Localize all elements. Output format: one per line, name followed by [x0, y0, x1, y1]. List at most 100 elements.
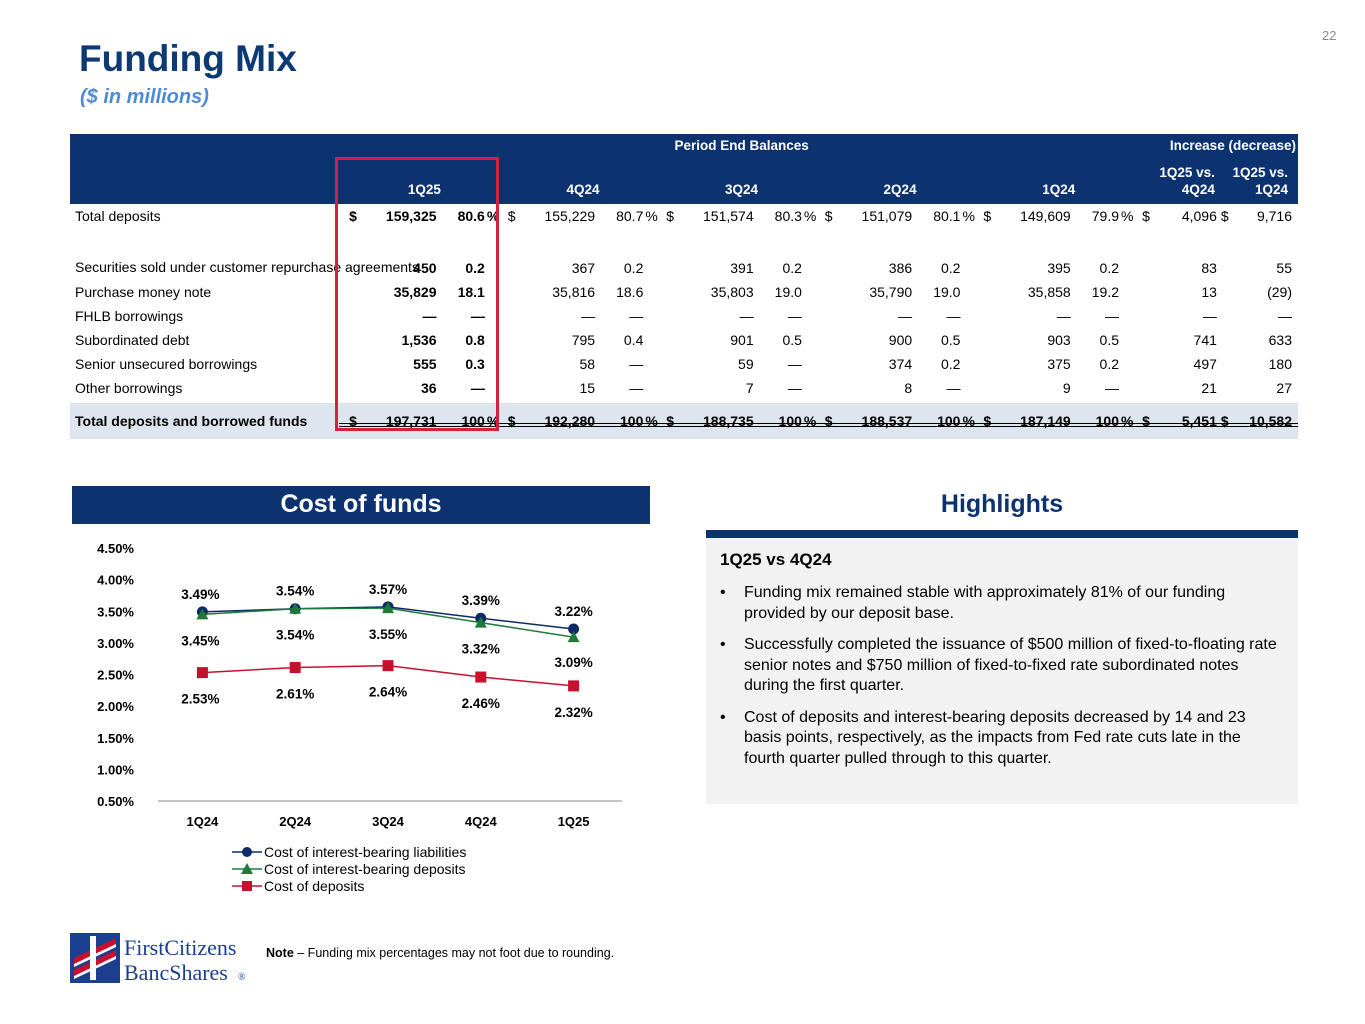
change-header-line1: 1Q25 vs. [1232, 165, 1288, 180]
data-label: 2.32% [554, 705, 592, 720]
percent-sign [802, 280, 821, 304]
row-label: Purchase money note [75, 284, 212, 300]
page-subtitle: ($ in millions) [80, 86, 209, 108]
y-tick-label: 2.50% [97, 668, 134, 683]
table-total-double-rule [339, 423, 1298, 427]
table-row: Purchase money note 35,829 18.1 35,816 18.6 3… [70, 280, 1298, 304]
x-tick-label: 1Q24 [186, 814, 219, 829]
currency-sign [821, 376, 839, 400]
percent-value: — [629, 308, 644, 324]
percent-value: 19.0 [933, 284, 961, 300]
currency-sign [1217, 304, 1230, 328]
highlight-item: • Funding mix remained stable with approx… [720, 583, 1282, 624]
data-point-circle [568, 623, 580, 635]
percent-sign [802, 328, 821, 352]
balance-value: 151,574 [703, 208, 754, 224]
footnote: Note – Funding mix percentages may not f… [266, 946, 614, 960]
percent-sign [960, 304, 979, 328]
y-tick-label: 1.50% [97, 731, 134, 746]
balance-value: 15 [579, 380, 596, 396]
currency-sign [662, 304, 680, 328]
percent-sign: % [960, 403, 980, 439]
data-label: 3.32% [462, 642, 500, 657]
percent-value: 0.2 [1099, 356, 1119, 372]
change-header-line2: 4Q24 [1181, 182, 1215, 197]
change-value: 83 [1201, 260, 1217, 276]
data-label: 3.39% [462, 593, 500, 608]
legend-label: Cost of interest-bearing liabilities [264, 843, 467, 860]
currency-sign: $ [349, 208, 357, 224]
balance-value: 59 [738, 356, 754, 372]
balance-value: 149,609 [1020, 208, 1071, 224]
percent-sign [802, 352, 821, 376]
row-label: FHLB borrowings [75, 308, 184, 324]
percent-value: — [946, 308, 961, 324]
balance-value: 450 [413, 260, 437, 276]
column-header-1q24: 1Q24 [979, 157, 1139, 204]
balance-value: 35,816 [552, 284, 596, 300]
legend-label: Cost of interest-bearing deposits [264, 860, 466, 877]
percent-value: 0.2 [465, 260, 485, 276]
currency-sign: $ [824, 208, 833, 224]
balance-value: — [422, 308, 437, 324]
currency-sign [1217, 352, 1230, 376]
legend-marker-circle [232, 846, 262, 857]
percent-value: 0.8 [465, 332, 485, 348]
bullet: • [720, 584, 726, 601]
funding-mix-table: Period End Balances Increase (decrease) … [70, 134, 1298, 439]
percent-value: 80.3 [774, 208, 802, 224]
balance-value: — [739, 308, 754, 324]
highlights-rule [706, 530, 1298, 538]
percent-sign [643, 280, 662, 304]
balance-value: 188,537 [838, 403, 913, 439]
column-header-4q24: 4Q24 [503, 157, 663, 204]
currency-sign [662, 228, 680, 280]
percent-sign [960, 376, 979, 400]
currency-sign [821, 328, 839, 352]
table-row: Subordinated debt 1,536 0.8 795 0.4 901 0.5 900… [70, 328, 1298, 352]
percent-value: 0.3 [465, 356, 485, 372]
data-point-square [382, 660, 394, 672]
change-value: 10,582 [1229, 403, 1298, 439]
change-value: 5,451 [1150, 403, 1217, 439]
percent-value: 80.1 [933, 208, 961, 224]
percent-sign [1119, 328, 1138, 352]
legend-entry: Cost of interest-bearing deposits [232, 860, 466, 877]
percent-value: 19.2 [1091, 284, 1119, 300]
balance-value: 151,079 [861, 208, 913, 224]
balance-value: — [1056, 308, 1071, 324]
x-tick-label: 3Q24 [372, 814, 405, 829]
currency-sign [821, 304, 839, 328]
currency-sign: $ [983, 208, 992, 224]
balance-value: 391 [730, 260, 754, 276]
currency-sign [662, 376, 680, 400]
percent-sign [802, 376, 821, 400]
slide-number: 22 [1322, 28, 1337, 43]
data-point-triangle [196, 608, 209, 620]
balance-value: 375 [1047, 356, 1071, 372]
change-value: 180 [1268, 356, 1292, 372]
currency-sign [1138, 228, 1151, 280]
percent-value: — [787, 308, 802, 324]
logo-line2: BancShares [124, 960, 228, 985]
y-tick-label: 4.00% [97, 573, 134, 588]
bullet: • [720, 636, 726, 653]
currency-sign [504, 376, 522, 400]
chart-legend: Cost of interest-bearing liabilities Cost… [232, 843, 466, 894]
percent-value: 0.4 [623, 332, 644, 348]
balance-value: 197,731 [363, 403, 437, 439]
logo-registered: ® [238, 972, 246, 983]
percent-value: 18.1 [457, 284, 485, 300]
currency-sign [979, 328, 997, 352]
percent-sign [960, 280, 979, 304]
row-label: Securities sold under customer repurchas… [75, 259, 419, 275]
change-value: — [1202, 308, 1217, 324]
y-tick-label: 3.00% [97, 636, 134, 651]
percent-value: — [1105, 308, 1119, 324]
balance-value: 35,790 [869, 284, 913, 300]
change-value: — [1278, 308, 1292, 324]
change-value: 21 [1201, 380, 1217, 396]
percent-sign: % [645, 208, 658, 224]
percent-sign [643, 352, 662, 376]
highlights-panel [706, 538, 1298, 804]
